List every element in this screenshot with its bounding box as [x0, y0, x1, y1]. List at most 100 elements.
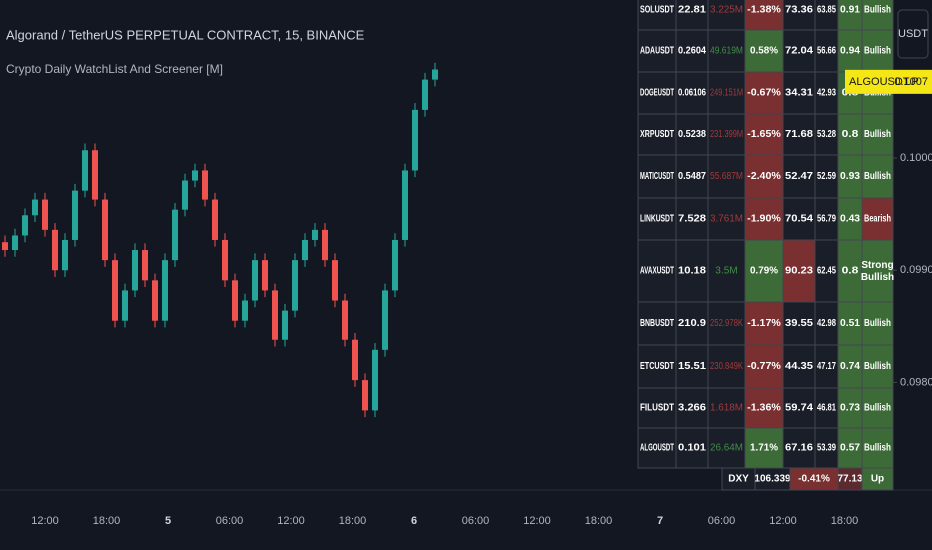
cell-text: 44.35: [785, 361, 813, 372]
tag-symbol: ALGOUSDT.P: [849, 76, 919, 88]
time-tick-label: 7: [657, 515, 663, 527]
cell-text: -1.36%: [747, 403, 781, 414]
currency-button[interactable]: [897, 9, 929, 59]
candle-body: [82, 150, 88, 191]
dxy-text: DXY: [728, 474, 749, 485]
screener-table: SOLUSDT 22.81 3.225M -1.38% 73.36 63.85 0.91 Bu…: [637, 0, 894, 491]
table-cell: [637, 387, 677, 429]
table-cell: [782, 197, 816, 241]
cell-text: 249.151M: [710, 88, 743, 99]
candle-body: [252, 260, 258, 301]
cell-text: Bullish: [864, 129, 891, 140]
candle-body: [222, 239, 228, 281]
time-tick-label: 18:00: [339, 515, 367, 527]
candle-body: [92, 150, 98, 200]
table-cell: [782, 113, 816, 156]
chart-title: Algorand / TetherUS PERPETUAL CONTRACT, …: [6, 27, 365, 42]
indicator-name: Crypto Daily WatchList And Screener [M]: [6, 62, 223, 76]
table-cell: [861, 29, 894, 73]
cell-text: 72.04: [785, 46, 813, 57]
table-cell: [744, 29, 784, 73]
cell-text: 10.18: [678, 266, 706, 277]
time-tick-label: 12:00: [31, 515, 59, 527]
table-cell: [782, 71, 816, 115]
time-tick-label: 5: [165, 515, 171, 527]
cell-text: 1.71%: [750, 443, 778, 454]
tag-box: [845, 69, 932, 94]
cell-text: 0.58%: [750, 46, 778, 57]
table-cell: [861, 387, 894, 429]
cell-text: Bullish: [864, 318, 891, 329]
cell-text: 0.5487: [678, 171, 706, 182]
cell-text: 52.59: [817, 171, 836, 182]
candle-body: [232, 280, 238, 321]
table-cell: [675, 29, 709, 73]
table-cell: [707, 29, 746, 73]
price-tag: ALGOUSDT.P0.1007: [845, 69, 932, 94]
cell-text: 0.93: [840, 171, 860, 182]
table-cell: [861, 197, 894, 241]
cell-text: 3.5M: [715, 266, 737, 277]
table-cell: [861, 0, 894, 31]
cell-text: BNBUSDT: [640, 318, 674, 329]
price-tick-label: 0.1000: [900, 152, 932, 164]
table-cell: [837, 29, 863, 73]
cell-text: 3.225M: [710, 5, 743, 16]
table-cell: [837, 197, 863, 241]
candle-body: [322, 229, 328, 261]
cell-text: 26.64M: [710, 443, 743, 454]
cell-text: 62.45: [817, 266, 836, 277]
cell-text: Bullish: [864, 443, 891, 454]
cell-text: -1.90%: [747, 214, 781, 225]
cell-text: Bullish: [864, 46, 891, 57]
cell-text: 3.266: [678, 403, 706, 414]
cell-text: 0.57: [840, 443, 860, 454]
cell-text: 73.36: [785, 5, 813, 16]
candle-body: [192, 170, 198, 181]
time-tick-label: 6: [411, 515, 417, 527]
cell-text: 0.73: [840, 403, 860, 414]
dxy-text: 106.339: [754, 474, 791, 485]
cell-text: 53.28: [817, 129, 836, 140]
table-cell: [675, 301, 709, 346]
cell-text: XRPUSDT: [640, 129, 674, 140]
table-cell: [707, 344, 746, 389]
candles: [2, 62, 438, 418]
cell-text: ETCUSDT: [640, 361, 674, 372]
cell-text: 49.619M: [710, 46, 743, 57]
candle-body: [142, 250, 148, 281]
cell-text: 0.8: [842, 266, 859, 277]
table-cell: [744, 197, 784, 241]
cell-text: 230.849K: [710, 361, 743, 372]
cell-text: 70.54: [785, 214, 813, 225]
cell-text: 252.978K: [710, 318, 743, 329]
cell-text: 0.101: [678, 443, 706, 454]
table-cell: [637, 197, 677, 241]
currency-label[interactable]: USDT: [898, 28, 928, 40]
candle-body: [122, 290, 128, 321]
cell-text: 42.93: [817, 88, 836, 99]
cell-text: 3.761M: [710, 214, 743, 225]
cell-text: 34.31: [785, 88, 813, 99]
tag-price: 0.1007: [894, 76, 928, 88]
cell-text: AVAXUSDT: [640, 266, 674, 277]
dxy-text: Up: [871, 474, 884, 485]
table-cell: [837, 239, 863, 303]
table-cell: [861, 154, 894, 199]
time-tick-label: 18:00: [831, 515, 859, 527]
table-cell: [675, 154, 709, 199]
table-cell: [744, 427, 784, 469]
candle-body: [422, 79, 428, 110]
table-cell: [675, 71, 709, 115]
candle-body: [412, 109, 418, 171]
table-cell: [707, 154, 746, 199]
cell-text: 1.618M: [710, 403, 743, 414]
cell-text: 0.43: [840, 214, 860, 225]
time-tick-label: 06:00: [462, 515, 490, 527]
cell-text: 0.79%: [750, 266, 778, 277]
candle-body: [262, 260, 268, 291]
candle-body: [32, 199, 38, 216]
table-cell: [744, 154, 784, 199]
cell-text: 47.17: [817, 361, 836, 372]
